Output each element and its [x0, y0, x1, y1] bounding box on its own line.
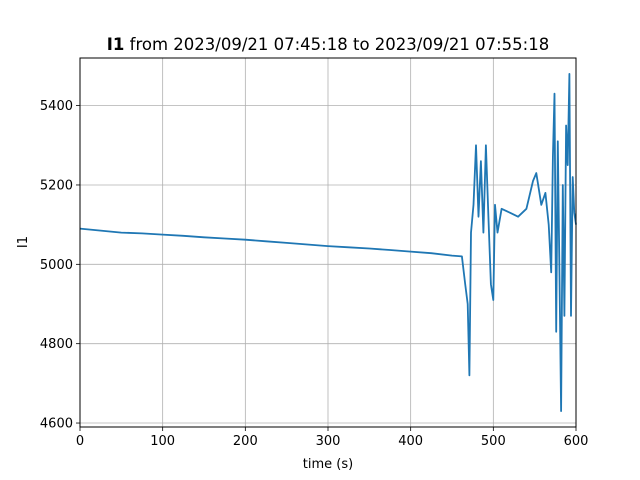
x-tick-label: 200 — [233, 434, 258, 449]
x-tick-label: 400 — [398, 434, 423, 449]
x-tick-label: 600 — [564, 434, 589, 449]
y-tick-label: 5000 — [40, 258, 73, 273]
chart-title-bold: I1 — [107, 35, 125, 54]
series-line — [79, 73, 577, 413]
x-axis-label: time (s) — [303, 457, 353, 472]
chart-title-rest: from 2023/09/21 07:45:18 to 2023/09/21 0… — [124, 35, 549, 54]
x-tick-label: 100 — [150, 434, 175, 449]
y-tick-label: 4800 — [40, 337, 73, 352]
x-tick-label: 300 — [316, 434, 341, 449]
series-layer — [79, 73, 577, 413]
y-tick-label: 5400 — [40, 99, 73, 114]
chart-title: I1 from 2023/09/21 07:45:18 to 2023/09/2… — [107, 35, 549, 54]
x-tick-label: 0 — [76, 434, 84, 449]
x-tick-label: 500 — [481, 434, 506, 449]
y-tick-label: 5200 — [40, 178, 73, 193]
y-tick-label: 4600 — [40, 417, 73, 432]
tick-layer: 0 100 200 300 400 500 600 4600 4800 5000 5200 5400 — [40, 99, 589, 449]
y-axis-label: I1 — [16, 236, 31, 248]
